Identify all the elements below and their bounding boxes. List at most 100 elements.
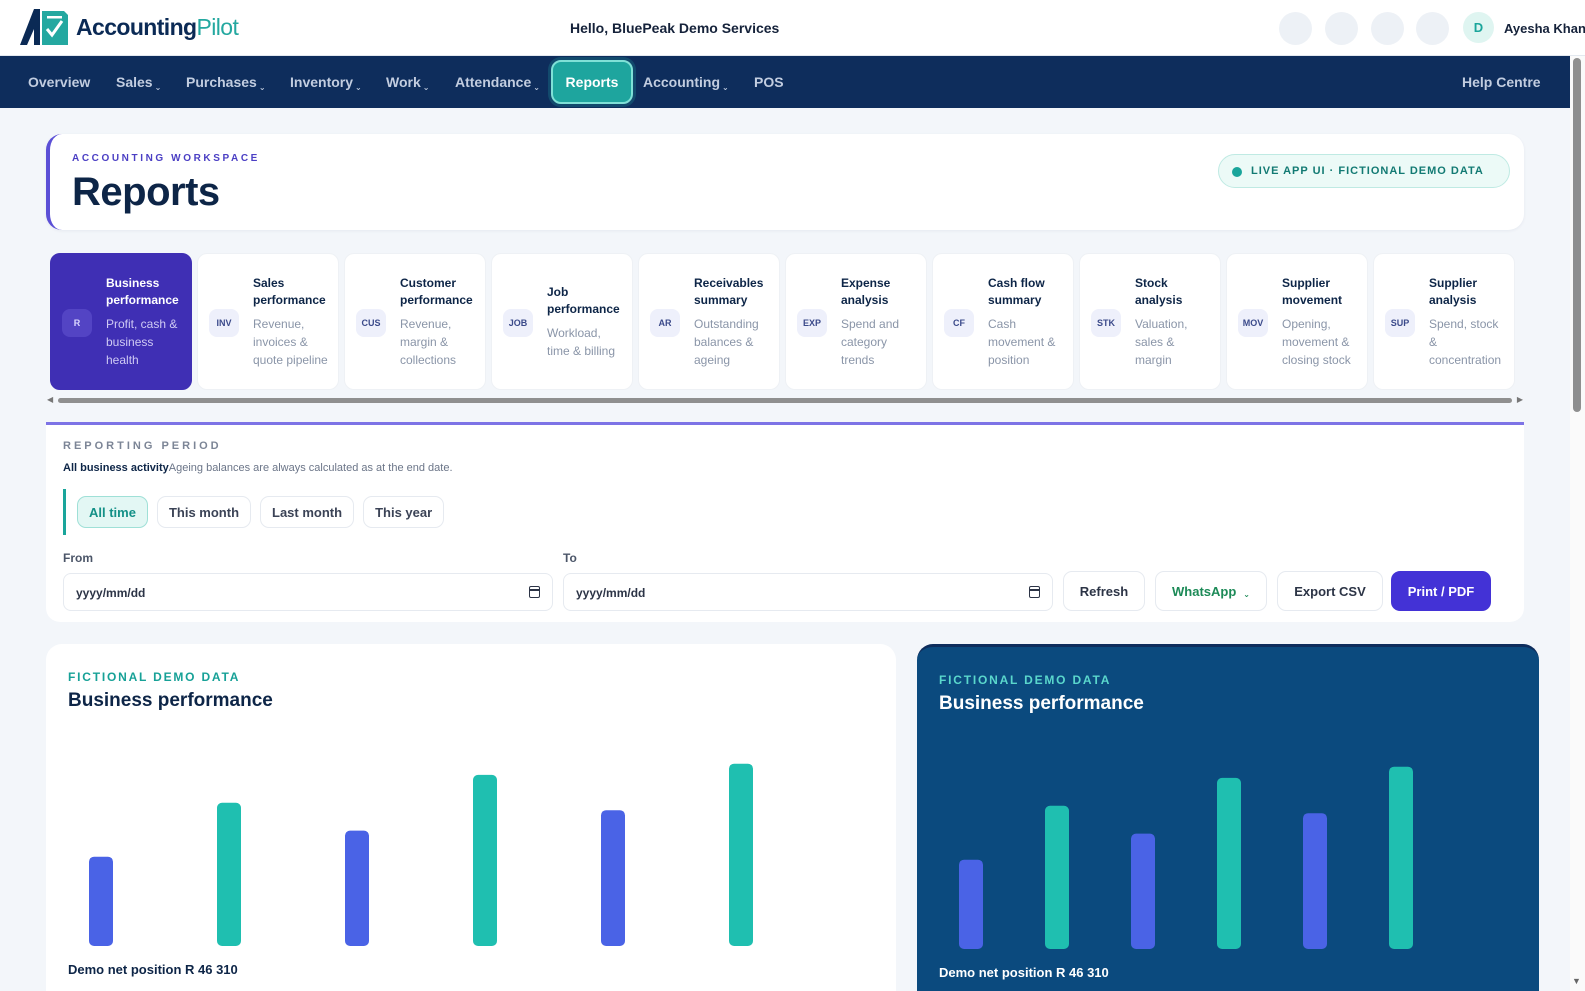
chart-bar-6: [1389, 766, 1413, 949]
tile-desc: Spend and category trends: [841, 316, 900, 367]
from-label: From: [63, 551, 93, 565]
tile-title: Cash flow summary: [988, 275, 1045, 307]
tile-supplier-analysis[interactable]: SUP Supplier analysis Spend, stock & conc…: [1373, 253, 1515, 390]
to-date-field[interactable]: yyyy/mm/dd: [563, 573, 1053, 611]
chart-card-light: FICTIONAL DEMO DATA Business performance…: [46, 644, 896, 991]
chart-bar-3: [1131, 833, 1155, 949]
tile-code-badge: EXP: [797, 309, 827, 337]
tile-code-badge: CF: [944, 309, 974, 337]
chart-title: Business performance: [939, 693, 1144, 714]
status-badge: LIVE APP UI · FICTIONAL DEMO DATA: [1218, 154, 1510, 188]
tile-job-performance[interactable]: JOB Job performance Workload, time & bill…: [491, 253, 633, 390]
tile-code-badge: CUS: [356, 309, 386, 337]
tile-title: Receivables summary: [694, 275, 764, 307]
messages-icon[interactable]: [1325, 12, 1358, 45]
nav-attendance[interactable]: Attendance ⌄: [455, 74, 540, 92]
net-position-text: Demo net position R 46 310: [939, 965, 1109, 980]
scroll-down-icon[interactable]: ▼: [1572, 976, 1581, 986]
chart-bar-4: [473, 774, 497, 946]
tile-code-badge: STK: [1091, 309, 1121, 337]
nav-overview[interactable]: Overview: [28, 74, 91, 90]
chart-bar-5: [1303, 813, 1327, 949]
net-position-text: Demo net position R 46 310: [68, 962, 238, 977]
nav-pos[interactable]: POS: [754, 74, 784, 90]
chevron-down-icon: ⌄: [154, 83, 162, 92]
calendar-icon[interactable]: [529, 586, 540, 598]
chart-bar-6: [729, 763, 753, 946]
tile-desc: Revenue, margin & collections: [400, 316, 457, 367]
chevron-down-icon: ⌄: [355, 83, 362, 92]
chevron-down-icon: ⌄: [533, 83, 540, 92]
calendar-icon[interactable]: [1371, 12, 1404, 45]
tile-customer-performance[interactable]: CUS Customer performance Revenue, margin …: [344, 253, 486, 390]
live-dot-icon: [1232, 167, 1242, 177]
export-csv-button[interactable]: Export CSV: [1277, 571, 1383, 611]
chart-bar-5: [601, 810, 625, 946]
main-nav: Overview Sales ⌄ Purchases ⌄ Inventory ⌄ Wo…: [0, 56, 1570, 108]
chart-bar-2: [217, 802, 241, 946]
tile-desc: Profit, cash & business health: [106, 316, 178, 367]
settings-icon[interactable]: [1416, 12, 1449, 45]
preset-this-month[interactable]: This month: [156, 496, 252, 528]
help-centre-link[interactable]: Help Centre: [1462, 74, 1541, 90]
nav-sales[interactable]: Sales ⌄: [116, 74, 162, 92]
chart-card-dark: FICTIONAL DEMO DATA Business performance…: [917, 644, 1539, 991]
tile-code-badge: AR: [650, 309, 680, 337]
chart-bar-1: [89, 856, 113, 946]
tiles-scrollbar-thumb[interactable]: [58, 398, 1512, 403]
tile-business-performance[interactable]: R Business performance Profit, cash & bus…: [50, 253, 192, 390]
chevron-down-icon: ⌄: [722, 83, 729, 92]
tile-cash-flow-summary[interactable]: CF Cash flow summary Cash movement & posi…: [932, 253, 1074, 390]
tile-code-badge: MOV: [1238, 309, 1268, 337]
tile-title: Business performance: [106, 275, 179, 307]
tile-receivables-summary[interactable]: AR Receivables summary Outstanding balanc…: [638, 253, 780, 390]
tile-code-badge: SUP: [1385, 309, 1415, 337]
tile-sales-performance[interactable]: INV Sales performance Revenue, invoices &…: [197, 253, 339, 390]
notifications-icon[interactable]: [1279, 12, 1312, 45]
tiles-scrollbar[interactable]: ◀ ▶: [46, 394, 1524, 406]
to-label: To: [563, 551, 577, 565]
nav-inventory[interactable]: Inventory ⌄: [290, 74, 362, 92]
logo-icon: [20, 9, 68, 45]
tile-title: Sales performance: [253, 275, 326, 307]
scroll-right-icon[interactable]: ▶: [1516, 395, 1523, 404]
whatsapp-button[interactable]: WhatsApp ⌄: [1155, 571, 1267, 611]
tile-code-badge: INV: [209, 309, 239, 337]
from-date-field[interactable]: yyyy/mm/dd: [63, 573, 553, 611]
nav-accounting[interactable]: Accounting ⌄: [643, 74, 729, 92]
nav-work[interactable]: Work ⌄: [386, 74, 430, 92]
chart-bar-4: [1217, 777, 1241, 949]
tile-code-badge: R: [62, 309, 92, 337]
tile-desc: Outstanding balances & ageing: [694, 316, 759, 367]
user-name[interactable]: Ayesha Khan: [1504, 21, 1585, 36]
scroll-left-icon[interactable]: ◀: [47, 395, 54, 404]
tile-title: Supplier movement: [1282, 275, 1343, 307]
tile-expense-analysis[interactable]: EXP Expense analysis Spend and category t…: [785, 253, 927, 390]
top-header: AccountingPilot Hello, BluePeak Demo Ser…: [0, 0, 1585, 56]
refresh-button[interactable]: Refresh: [1063, 571, 1145, 611]
tile-desc: Workload, time & billing: [547, 325, 616, 358]
page-scrollbar-thumb[interactable]: [1573, 58, 1581, 412]
tile-title: Customer performance: [400, 275, 473, 307]
app-logo[interactable]: AccountingPilot: [18, 7, 239, 47]
nav-reports[interactable]: Reports: [551, 60, 633, 104]
tile-title: Expense analysis: [841, 275, 891, 307]
tile-desc: Cash movement & position: [988, 316, 1056, 367]
tile-title: Stock analysis: [1135, 275, 1183, 307]
print-pdf-button[interactable]: Print / PDF: [1391, 571, 1491, 611]
avatar[interactable]: D: [1463, 12, 1494, 43]
preset-this-year[interactable]: This year: [363, 496, 445, 528]
nav-purchases[interactable]: Purchases ⌄: [186, 74, 266, 92]
greeting-text: Hello, BluePeak Demo Services: [570, 20, 780, 36]
tile-desc: Revenue, invoices & quote pipeline: [253, 316, 328, 367]
tile-stock-analysis[interactable]: STK Stock analysis Valuation, sales & mar…: [1079, 253, 1221, 390]
calendar-icon[interactable]: [1029, 586, 1040, 598]
tile-supplier-movement[interactable]: MOV Supplier movement Opening, movement &…: [1226, 253, 1368, 390]
tile-desc: Opening, movement & closing stock: [1282, 316, 1351, 367]
preset-all-time[interactable]: All time: [77, 496, 148, 528]
preset-last-month[interactable]: Last month: [260, 496, 355, 528]
chevron-down-icon: ⌄: [1243, 589, 1250, 599]
tile-code-badge: JOB: [503, 309, 533, 337]
chart-eyebrow: FICTIONAL DEMO DATA: [939, 673, 1112, 687]
chart-bar-2: [1045, 805, 1069, 949]
